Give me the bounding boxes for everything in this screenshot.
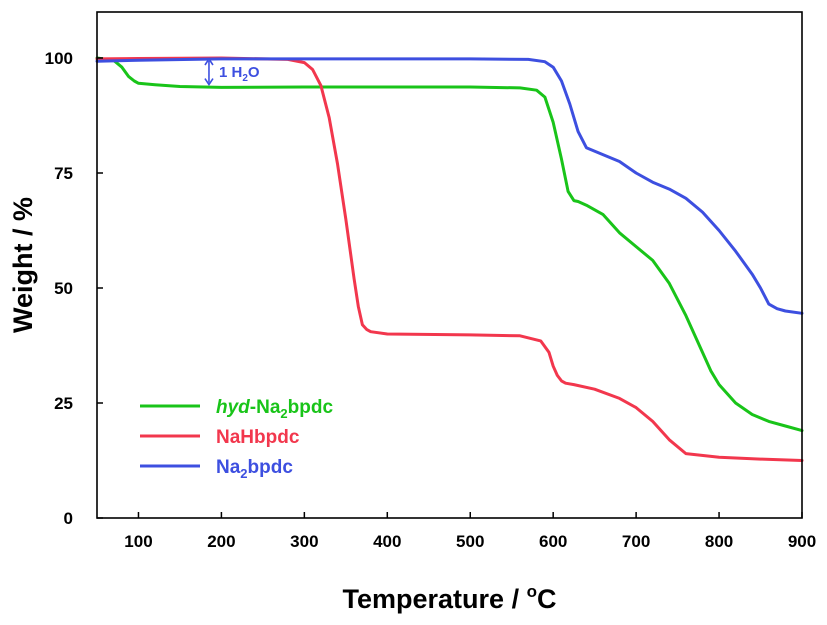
legend-label-1: NaHbpdc bbox=[216, 427, 300, 448]
x-tick-label: 900 bbox=[788, 532, 816, 551]
y-tick-label: 50 bbox=[54, 279, 73, 298]
x-axis-label-unit: C bbox=[537, 584, 557, 614]
legend-label-0: hyd-Na2bpdc bbox=[216, 397, 333, 421]
series-line-2 bbox=[95, 57, 804, 315]
annotation-arrow-head-bottom bbox=[204, 78, 214, 87]
x-tick-label: 500 bbox=[456, 532, 484, 551]
y-tick-label: 100 bbox=[45, 49, 73, 68]
x-tick-label: 200 bbox=[207, 532, 235, 551]
plot-lines bbox=[95, 56, 804, 462]
y-tick-label: 0 bbox=[64, 509, 73, 528]
annotation-arrow-head-top bbox=[204, 57, 214, 66]
series-line-1 bbox=[95, 56, 804, 462]
y-tick-label: 75 bbox=[54, 164, 73, 183]
plot-frame bbox=[96, 11, 803, 519]
water-loss-annotation: 1 H2O bbox=[204, 57, 260, 87]
x-axis: 100 200 300 400 500 600 700 800 900 bbox=[124, 512, 816, 551]
legend-label-2: Na2bpdc bbox=[216, 457, 293, 481]
legend: hyd-Na2bpdc NaHbpdc Na2bpdc bbox=[140, 397, 333, 481]
x-tick-label: 600 bbox=[539, 532, 567, 551]
x-axis-label-text: Temperature / bbox=[343, 584, 527, 614]
y-axis-label: Weight / % bbox=[8, 197, 38, 333]
x-tick-label: 300 bbox=[290, 532, 318, 551]
x-tick-label: 100 bbox=[124, 532, 152, 551]
x-tick-label: 400 bbox=[373, 532, 401, 551]
annotation-label: 1 H2O bbox=[219, 64, 260, 84]
x-tick-label: 800 bbox=[705, 532, 733, 551]
y-tick-label: 25 bbox=[54, 394, 73, 413]
series-line-0 bbox=[95, 56, 804, 433]
x-axis-label-sup: o bbox=[527, 582, 537, 601]
x-tick-label: 700 bbox=[622, 532, 650, 551]
x-axis-label: Temperature / oC bbox=[343, 582, 557, 614]
y-axis: 0 25 50 75 100 bbox=[45, 49, 103, 528]
